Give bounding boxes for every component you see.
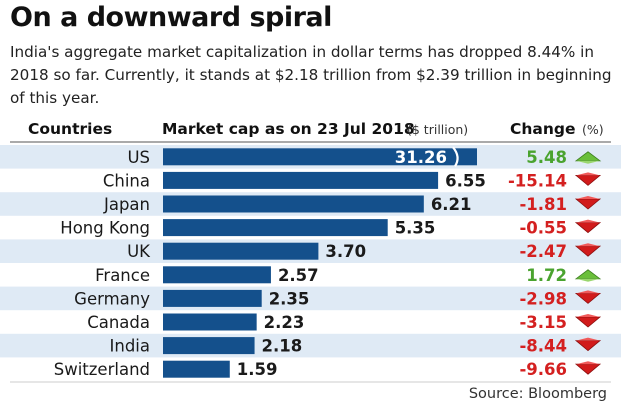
row-band bbox=[0, 286, 621, 311]
country-label: France bbox=[95, 266, 150, 285]
change-value: -15.14 bbox=[508, 171, 567, 190]
arrow-up-icon-base bbox=[576, 160, 600, 164]
country-label: Canada bbox=[87, 313, 150, 332]
bar-value-label: 6.21 bbox=[431, 195, 472, 214]
country-label: India bbox=[110, 337, 151, 356]
bar bbox=[163, 266, 271, 284]
country-label: UK bbox=[127, 242, 151, 261]
arrow-down-icon bbox=[574, 175, 602, 186]
arrow-down-icon-top bbox=[576, 337, 600, 341]
arrow-down-icon bbox=[574, 363, 602, 375]
country-label: China bbox=[103, 171, 150, 190]
arrow-down-icon-top bbox=[576, 314, 600, 317]
country-label: Hong Kong bbox=[60, 219, 150, 238]
header-countries: Countries bbox=[28, 120, 112, 138]
arrow-up-icon bbox=[574, 269, 602, 280]
bar bbox=[163, 171, 439, 189]
country-label: Switzerland bbox=[54, 360, 150, 379]
arrow-down-icon-top bbox=[576, 196, 600, 199]
bar bbox=[163, 337, 255, 355]
header-market-cap: Market cap as on 23 Jul 2018 bbox=[162, 120, 415, 138]
chart-subtitle: India's aggregate market capitalization … bbox=[10, 43, 612, 107]
bar bbox=[163, 360, 230, 378]
arrow-down-icon bbox=[574, 316, 602, 328]
change-value: -9.66 bbox=[519, 360, 567, 379]
change-value: -0.55 bbox=[519, 219, 567, 238]
bar-value-label: 3.70 bbox=[325, 242, 366, 261]
change-value: 1.72 bbox=[526, 266, 567, 285]
change-value: -8.44 bbox=[519, 337, 567, 356]
header-market-cap-unit: ($ trillion) bbox=[407, 122, 468, 137]
change-value: -2.47 bbox=[519, 242, 567, 261]
bar bbox=[163, 148, 477, 166]
bar-value-label: 6.55 bbox=[445, 171, 486, 190]
arrow-up-icon-base bbox=[576, 278, 600, 282]
axis-break-mark bbox=[452, 146, 459, 167]
bar bbox=[163, 195, 424, 213]
country-label: Japan bbox=[103, 195, 150, 214]
country-label: Germany bbox=[74, 289, 150, 308]
source-note: Source: Bloomberg bbox=[468, 386, 607, 402]
bar-value-label: 5.35 bbox=[395, 219, 436, 238]
arrow-down-icon-top bbox=[576, 361, 600, 365]
bar bbox=[163, 313, 257, 331]
bar-value-label: 31.26 bbox=[395, 148, 447, 167]
change-value: -1.81 bbox=[519, 195, 567, 214]
row-band bbox=[0, 333, 621, 358]
bar bbox=[163, 242, 319, 260]
change-value: 5.48 bbox=[526, 148, 567, 167]
bar-value-label: 2.23 bbox=[264, 313, 305, 332]
country-label: US bbox=[127, 148, 150, 167]
bar bbox=[163, 289, 262, 307]
header-change-unit: (%) bbox=[582, 122, 604, 137]
arrow-down-icon-top bbox=[576, 243, 600, 247]
arrow-down-icon-top bbox=[576, 172, 600, 176]
arrow-down-icon-top bbox=[576, 290, 600, 294]
bar bbox=[163, 219, 388, 237]
chart-title: On a downward spiral bbox=[10, 2, 332, 33]
arrow-down-icon-top bbox=[576, 219, 600, 223]
bar-value-label: 2.18 bbox=[262, 337, 303, 356]
bar-value-label: 2.35 bbox=[269, 289, 310, 308]
change-value: -3.15 bbox=[519, 313, 567, 332]
change-value: -2.98 bbox=[519, 289, 567, 308]
bar-value-label: 2.57 bbox=[278, 266, 319, 285]
arrow-down-icon bbox=[574, 222, 602, 234]
header-change: Change bbox=[510, 120, 576, 138]
bar-value-label: 1.59 bbox=[237, 360, 278, 379]
